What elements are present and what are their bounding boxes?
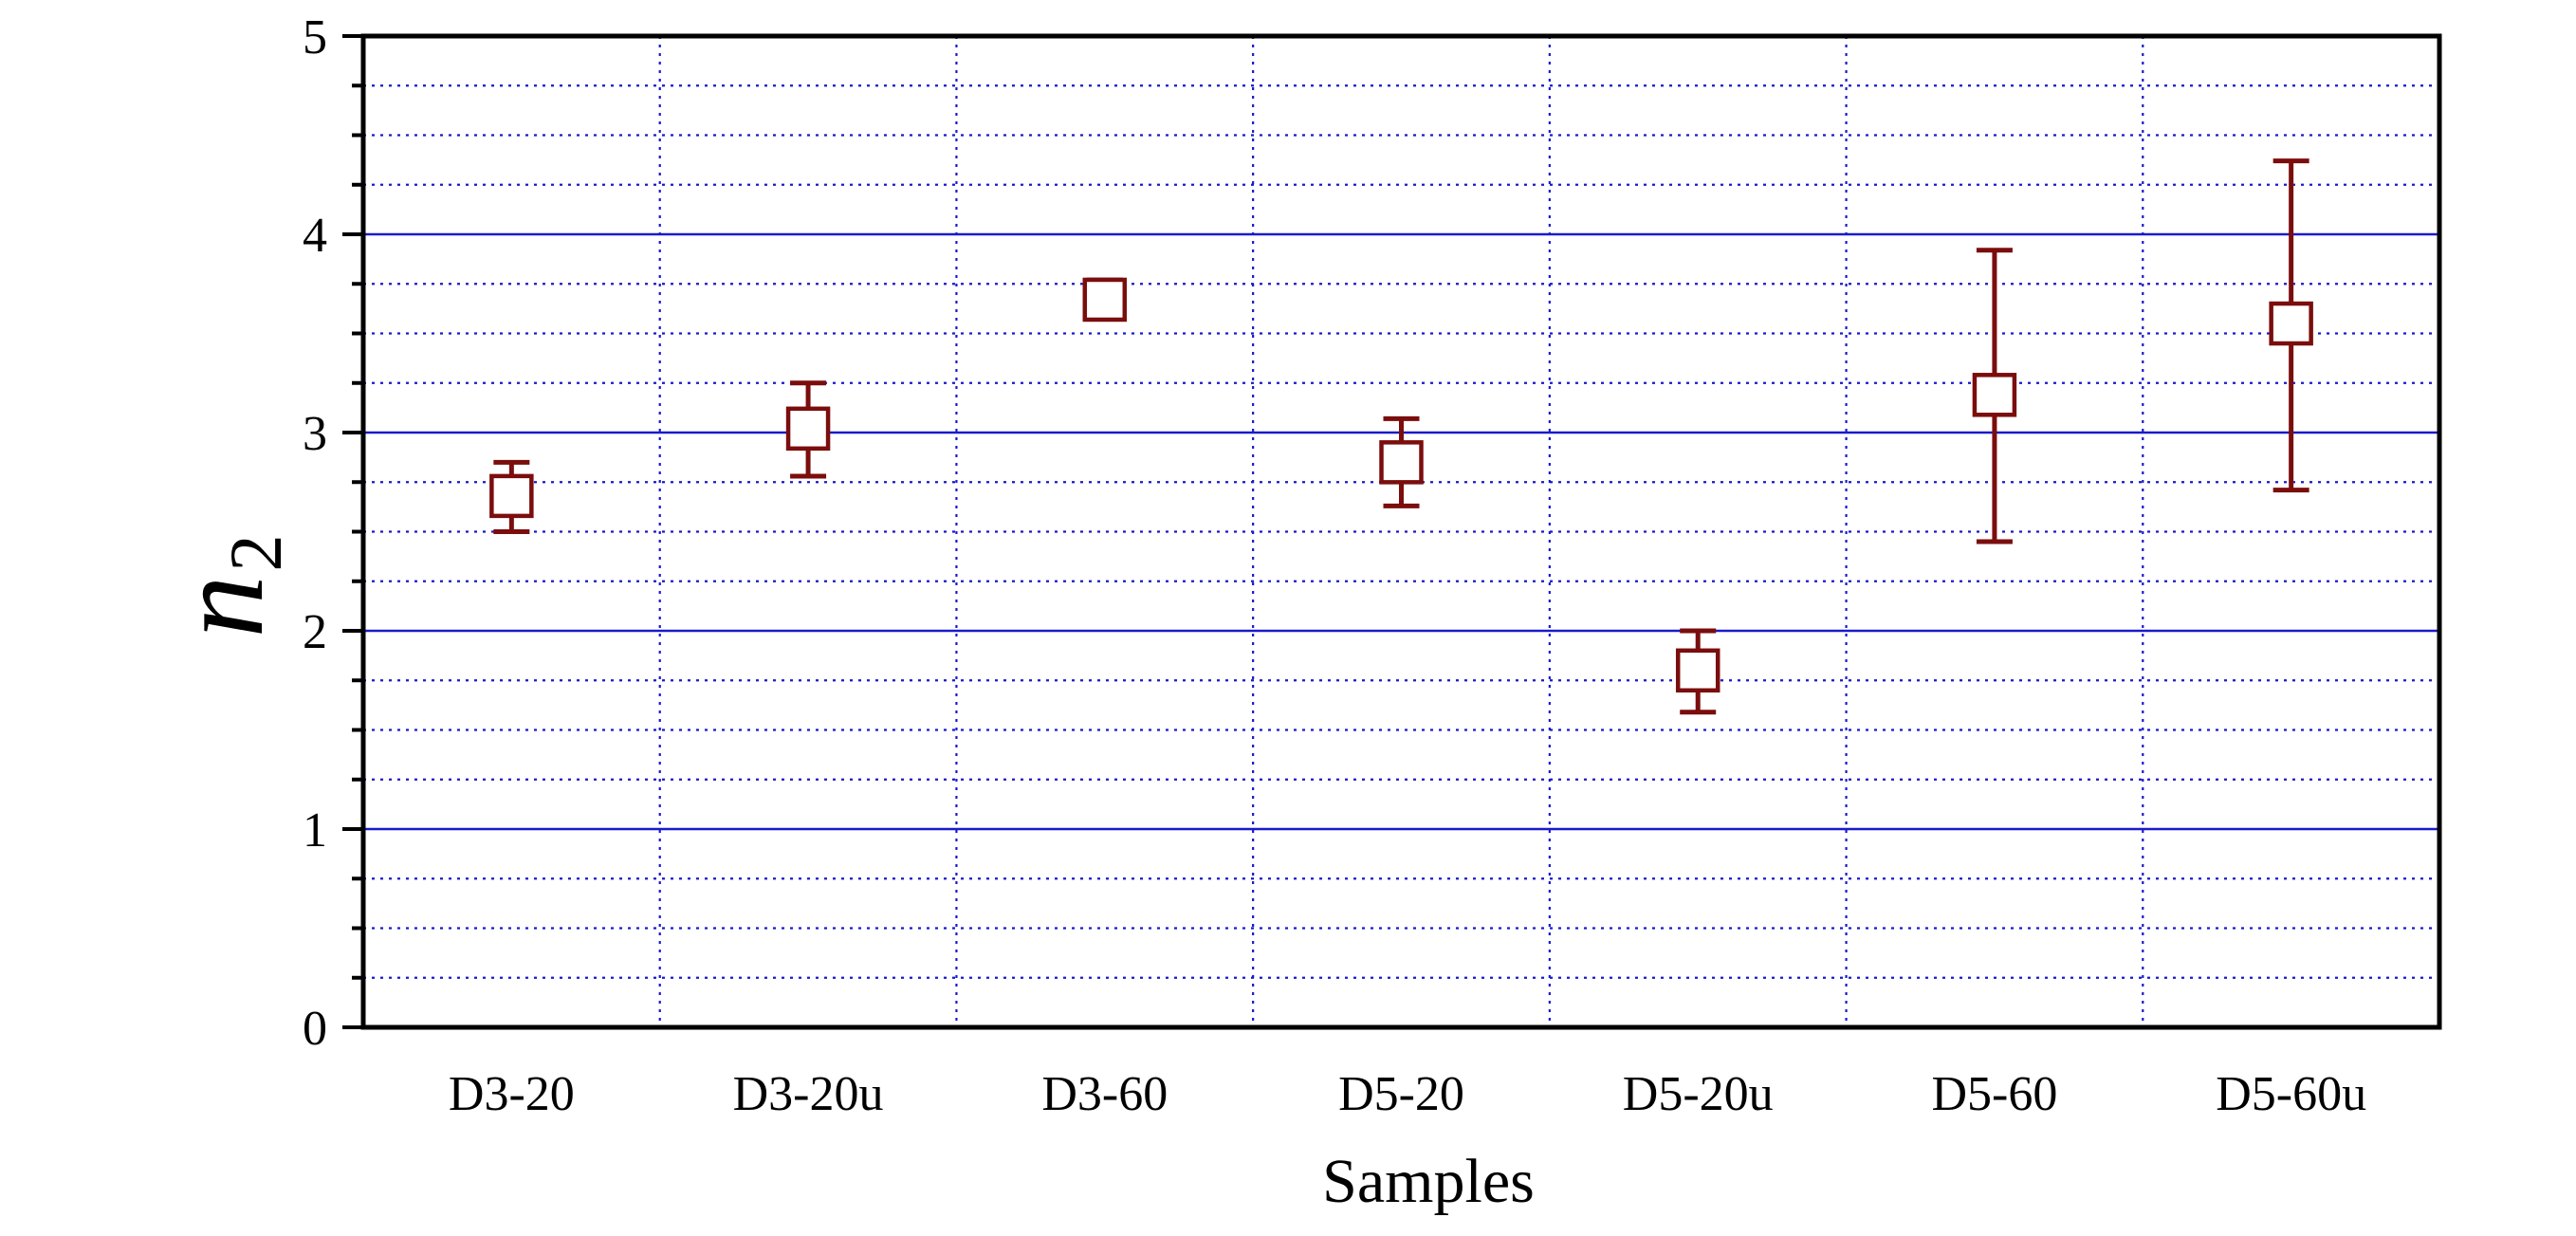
- y-tick-label: 2: [303, 605, 327, 659]
- grid-layer: [363, 36, 2439, 1027]
- label-layer: Samples n2: [150, 535, 1535, 1217]
- x-category-label: D5-20u: [1623, 1067, 1774, 1121]
- data-point-marker: [1972, 373, 2017, 417]
- y-tick-label: 5: [303, 10, 327, 65]
- y-tick-label: 0: [303, 1002, 327, 1056]
- x-category-label: D3-60: [1041, 1067, 1168, 1121]
- x-category-label: D3-20u: [733, 1067, 884, 1121]
- axis-layer: 0 1 2 3 4 5 D3-20 D3-20u D3-60 D5-20 D5-20u D5-60 D5…: [303, 10, 2442, 1121]
- y-tick-label: 1: [303, 803, 327, 858]
- data-point-marker: [1379, 440, 1424, 485]
- y-tick-label: 3: [303, 407, 327, 461]
- y-axis-title-subscript: 2: [214, 535, 297, 572]
- data-layer: [489, 158, 2313, 715]
- y-axis-title-main: n: [150, 576, 289, 638]
- data-point-marker: [489, 473, 534, 519]
- x-category-label: D5-60: [1931, 1067, 2057, 1121]
- y-tick-label: 4: [303, 209, 327, 263]
- data-point-marker: [785, 406, 831, 452]
- x-category-label: D5-60u: [2216, 1067, 2366, 1121]
- y-axis-title: n2: [150, 535, 297, 638]
- x-category-label: D5-20: [1338, 1067, 1464, 1121]
- x-category-label: D3-20: [449, 1067, 575, 1121]
- x-axis-title: Samples: [1322, 1147, 1535, 1216]
- data-point-marker: [1082, 277, 1128, 323]
- data-point-marker: [1675, 648, 1720, 693]
- data-point-marker: [2269, 301, 2313, 346]
